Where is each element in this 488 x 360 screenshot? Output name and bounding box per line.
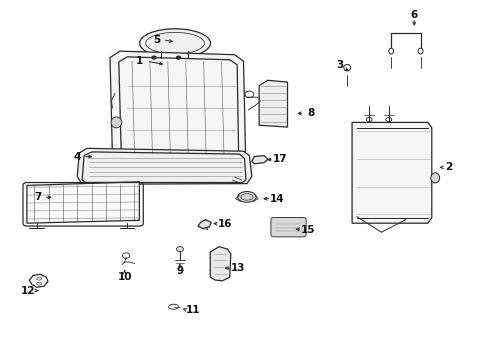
Text: 5: 5 bbox=[153, 35, 160, 45]
Ellipse shape bbox=[430, 173, 439, 183]
Text: 4: 4 bbox=[73, 152, 81, 162]
Polygon shape bbox=[198, 220, 211, 229]
Text: 15: 15 bbox=[300, 225, 315, 235]
Ellipse shape bbox=[176, 56, 180, 59]
Text: 13: 13 bbox=[230, 263, 245, 273]
Polygon shape bbox=[259, 80, 287, 127]
Polygon shape bbox=[77, 148, 251, 184]
Text: 11: 11 bbox=[185, 305, 200, 315]
Text: 14: 14 bbox=[269, 194, 284, 204]
Polygon shape bbox=[27, 182, 139, 223]
Polygon shape bbox=[210, 247, 230, 281]
Ellipse shape bbox=[111, 117, 122, 128]
Text: 8: 8 bbox=[307, 108, 314, 118]
Text: 17: 17 bbox=[272, 154, 287, 164]
Text: 1: 1 bbox=[136, 56, 142, 66]
Text: 7: 7 bbox=[34, 192, 42, 202]
Polygon shape bbox=[251, 156, 267, 164]
Text: 9: 9 bbox=[176, 266, 183, 276]
Ellipse shape bbox=[237, 192, 256, 202]
Text: 2: 2 bbox=[445, 162, 451, 172]
Ellipse shape bbox=[152, 56, 156, 59]
Polygon shape bbox=[110, 51, 245, 160]
Ellipse shape bbox=[140, 29, 210, 58]
Polygon shape bbox=[351, 122, 431, 223]
Text: 6: 6 bbox=[410, 10, 417, 20]
Ellipse shape bbox=[176, 247, 183, 252]
Text: 3: 3 bbox=[336, 60, 343, 70]
Text: 12: 12 bbox=[21, 285, 36, 296]
Text: 16: 16 bbox=[217, 219, 232, 229]
Text: 10: 10 bbox=[117, 272, 132, 282]
FancyBboxPatch shape bbox=[270, 217, 305, 237]
